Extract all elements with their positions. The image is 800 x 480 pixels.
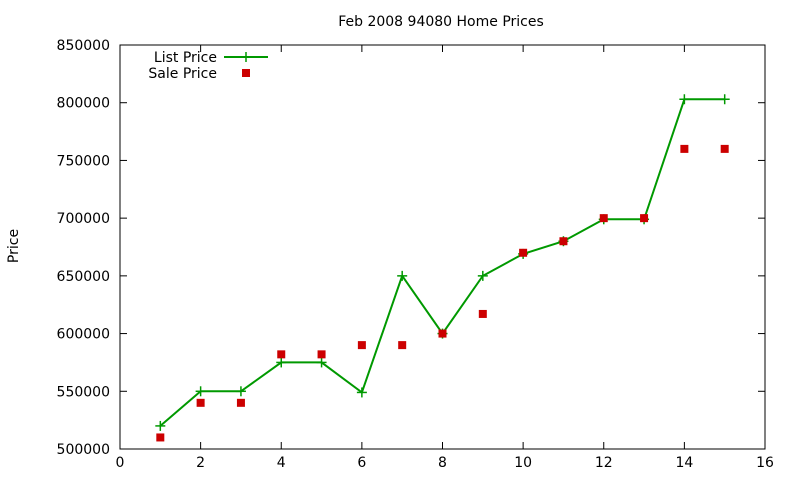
series-layer [155, 94, 730, 442]
y-tick-label: 550000 [57, 384, 110, 400]
list-price-point [235, 386, 246, 397]
sale-price-point [236, 398, 245, 407]
x-tick-label: 0 [116, 455, 125, 471]
sale-price-point [357, 341, 366, 350]
x-tick-label: 10 [514, 455, 532, 471]
y-tick-label: 500000 [57, 442, 110, 458]
x-tick-label: 2 [196, 455, 205, 471]
y-tick-label: 650000 [57, 269, 110, 285]
list-price-point [679, 94, 690, 105]
sale-price-point [156, 433, 165, 442]
x-tick-label: 6 [357, 455, 366, 471]
chart-title: Feb 2008 94080 Home Prices [338, 14, 544, 30]
x-tick-label: 16 [756, 455, 774, 471]
sale-price-legend-label: Sale Price [148, 66, 217, 82]
sale-price-point [317, 350, 326, 359]
list-price-point [477, 270, 488, 281]
y-tick-label: 750000 [57, 153, 110, 169]
sale-price-legend-marker [242, 69, 250, 77]
list-price-point [316, 357, 327, 368]
sale-price-point [398, 341, 407, 350]
y-axis-label: Price [6, 229, 22, 263]
axis-tick-labels: 0 2 4 6 8 10 12 14 16 500000 550000 600000 650000 700… [57, 38, 774, 471]
y-tick-label: 800000 [57, 96, 110, 112]
x-tick-label: 8 [438, 455, 447, 471]
x-tick-label: 12 [595, 455, 613, 471]
sale-price-point [277, 350, 286, 359]
list-price-point [356, 387, 367, 398]
sale-price-point [519, 248, 528, 257]
list-price-line [159, 98, 725, 427]
sale-price-point [196, 398, 205, 407]
sale-price-point [478, 309, 487, 318]
list-price-point [719, 94, 730, 105]
sale-price-point [438, 329, 447, 338]
sale-price-point [680, 144, 689, 153]
list-price-point [276, 357, 287, 368]
sale-price-point [599, 214, 608, 223]
y-tick-label: 850000 [57, 38, 110, 54]
plot-frame [119, 44, 766, 450]
list-price-point [195, 386, 206, 397]
y-tick-label: 600000 [57, 327, 110, 343]
sale-price-point [640, 214, 649, 223]
list-price-legend-label: List Price [154, 50, 217, 66]
x-tick-label: 14 [675, 455, 693, 471]
list-price-point [397, 270, 408, 281]
y-tick-label: 700000 [57, 211, 110, 227]
axis-ticks [119, 44, 766, 450]
sale-price-point [720, 144, 729, 153]
x-tick-label: 4 [277, 455, 286, 471]
sale-price-point [559, 237, 568, 246]
list-price-point [155, 420, 166, 431]
